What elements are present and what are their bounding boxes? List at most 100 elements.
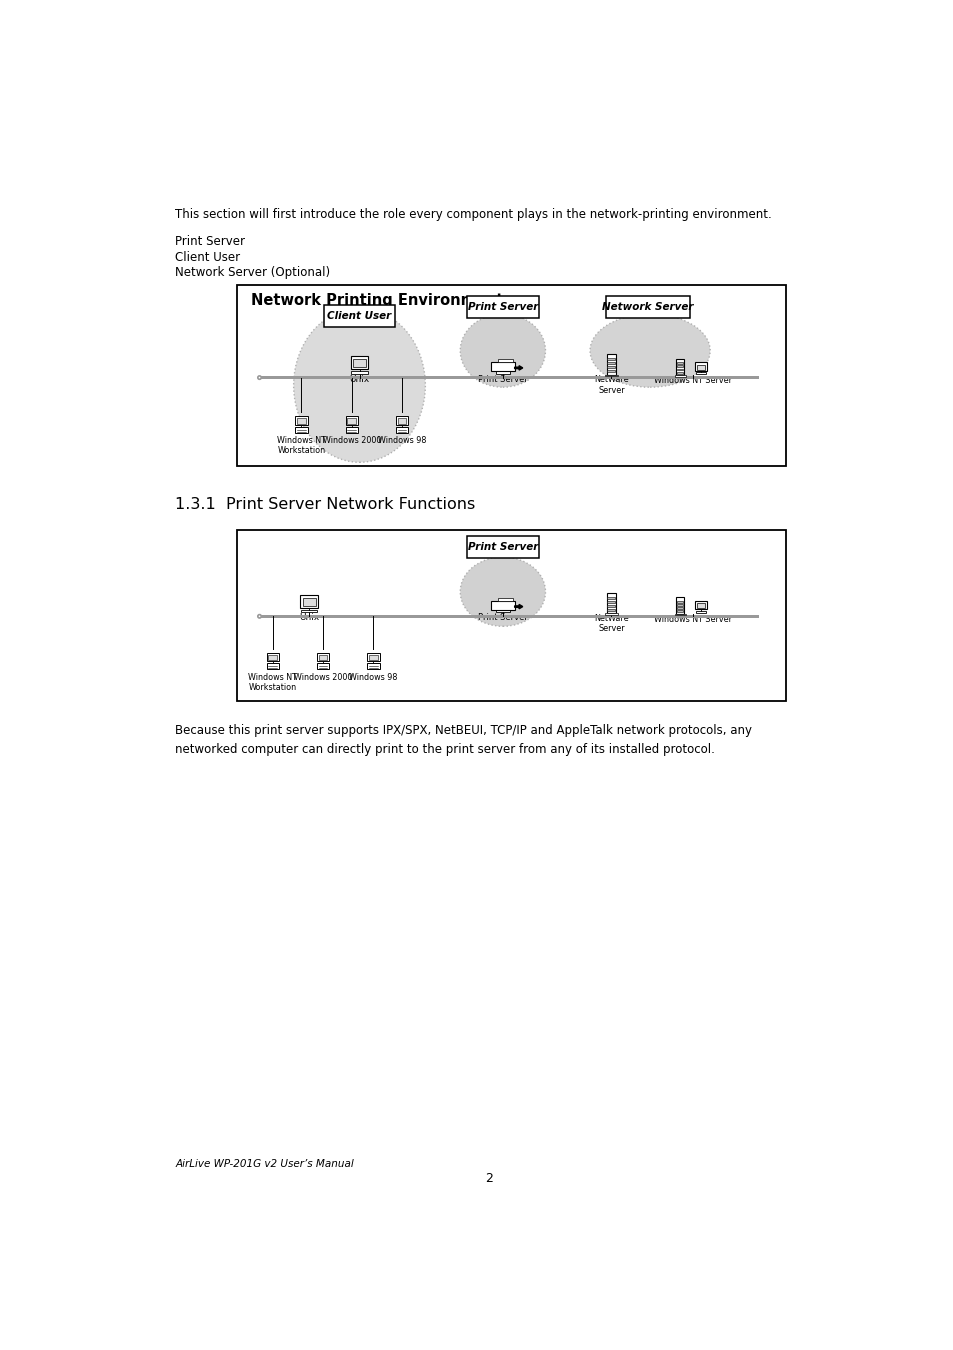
FancyBboxPatch shape [604, 613, 618, 616]
FancyBboxPatch shape [395, 416, 408, 425]
FancyBboxPatch shape [677, 608, 682, 609]
Polygon shape [514, 366, 522, 370]
FancyBboxPatch shape [294, 427, 307, 433]
FancyBboxPatch shape [369, 655, 377, 660]
Ellipse shape [459, 558, 545, 626]
FancyBboxPatch shape [236, 285, 785, 466]
FancyBboxPatch shape [496, 371, 509, 374]
Text: Because this print server supports IPX/SPX, NetBEUI, TCP/IP and AppleTalk networ: Because this print server supports IPX/S… [174, 724, 751, 737]
FancyBboxPatch shape [607, 601, 615, 603]
FancyBboxPatch shape [316, 663, 329, 670]
Text: Windows NT Server: Windows NT Server [653, 614, 731, 624]
FancyBboxPatch shape [268, 655, 276, 660]
FancyBboxPatch shape [345, 416, 357, 425]
FancyBboxPatch shape [674, 375, 685, 377]
FancyBboxPatch shape [677, 371, 682, 374]
FancyBboxPatch shape [258, 377, 758, 379]
Text: Print Server: Print Server [467, 302, 537, 312]
Text: NetWare
Server: NetWare Server [594, 375, 628, 394]
FancyBboxPatch shape [695, 601, 706, 609]
Text: Workstation: Workstation [277, 446, 325, 455]
FancyBboxPatch shape [674, 614, 685, 616]
Text: This section will first introduce the role every component plays in the network-: This section will first introduce the ro… [174, 208, 771, 221]
Text: Windows NT: Windows NT [276, 436, 326, 446]
FancyBboxPatch shape [605, 296, 689, 317]
Text: Client User: Client User [327, 310, 392, 321]
FancyBboxPatch shape [695, 373, 705, 374]
FancyBboxPatch shape [677, 366, 682, 367]
Text: Print Server: Print Server [174, 235, 245, 248]
FancyBboxPatch shape [367, 653, 379, 662]
FancyBboxPatch shape [606, 354, 616, 374]
FancyBboxPatch shape [607, 605, 615, 608]
Text: Workstation: Workstation [249, 683, 296, 691]
FancyBboxPatch shape [607, 362, 615, 364]
FancyBboxPatch shape [236, 531, 785, 701]
Text: Network Printing Environment: Network Printing Environment [251, 293, 503, 308]
FancyBboxPatch shape [697, 603, 704, 609]
FancyBboxPatch shape [294, 416, 307, 425]
FancyBboxPatch shape [677, 610, 682, 612]
Polygon shape [514, 605, 522, 609]
Ellipse shape [590, 315, 709, 387]
FancyBboxPatch shape [497, 359, 513, 362]
FancyBboxPatch shape [607, 358, 615, 360]
FancyBboxPatch shape [491, 362, 514, 371]
FancyBboxPatch shape [607, 609, 615, 612]
Text: Windows 98: Windows 98 [377, 436, 426, 446]
FancyBboxPatch shape [677, 369, 682, 370]
FancyBboxPatch shape [606, 593, 616, 613]
Text: NetWare
Server: NetWare Server [594, 614, 628, 633]
FancyBboxPatch shape [676, 598, 683, 614]
FancyBboxPatch shape [395, 427, 408, 433]
FancyBboxPatch shape [266, 653, 278, 662]
FancyBboxPatch shape [695, 362, 706, 371]
FancyBboxPatch shape [266, 663, 278, 670]
Text: Unix: Unix [349, 374, 369, 383]
FancyBboxPatch shape [318, 655, 327, 660]
FancyBboxPatch shape [697, 364, 704, 370]
FancyBboxPatch shape [350, 356, 368, 369]
FancyBboxPatch shape [323, 305, 395, 327]
FancyBboxPatch shape [467, 536, 537, 558]
Ellipse shape [294, 308, 425, 462]
Ellipse shape [459, 315, 545, 387]
FancyBboxPatch shape [367, 663, 379, 670]
FancyBboxPatch shape [347, 418, 355, 424]
FancyBboxPatch shape [695, 612, 705, 613]
FancyBboxPatch shape [607, 597, 615, 599]
FancyBboxPatch shape [302, 598, 315, 606]
Text: Print Server: Print Server [477, 374, 527, 383]
Text: Windows 2000: Windows 2000 [294, 672, 352, 682]
Text: Print Server: Print Server [477, 613, 527, 622]
Text: AirLive WP-201G v2 User’s Manual: AirLive WP-201G v2 User’s Manual [174, 1160, 354, 1169]
Text: Unix: Unix [298, 613, 319, 622]
FancyBboxPatch shape [345, 427, 357, 433]
Text: Windows NT: Windows NT [248, 672, 296, 682]
FancyBboxPatch shape [607, 370, 615, 373]
FancyBboxPatch shape [316, 653, 329, 662]
Circle shape [257, 614, 261, 618]
FancyBboxPatch shape [496, 609, 509, 613]
FancyBboxPatch shape [677, 603, 682, 606]
Text: networked computer can directly print to the print server from any of its instal: networked computer can directly print to… [174, 744, 714, 756]
Text: Windows 98: Windows 98 [349, 672, 397, 682]
Text: Windows 2000: Windows 2000 [322, 436, 380, 446]
FancyBboxPatch shape [296, 418, 305, 424]
FancyBboxPatch shape [676, 359, 683, 375]
Text: Print Server: Print Server [467, 541, 537, 552]
Text: Windows NT Server: Windows NT Server [653, 377, 731, 385]
FancyBboxPatch shape [677, 601, 682, 602]
FancyBboxPatch shape [491, 601, 514, 609]
FancyBboxPatch shape [258, 614, 758, 618]
FancyBboxPatch shape [677, 362, 682, 363]
FancyBboxPatch shape [300, 594, 317, 608]
FancyBboxPatch shape [301, 610, 317, 613]
Text: 2: 2 [484, 1172, 493, 1184]
FancyBboxPatch shape [607, 366, 615, 369]
FancyBboxPatch shape [397, 418, 406, 424]
Text: Network Server: Network Server [601, 302, 693, 312]
Circle shape [257, 375, 261, 379]
FancyBboxPatch shape [351, 371, 367, 374]
FancyBboxPatch shape [467, 296, 537, 317]
